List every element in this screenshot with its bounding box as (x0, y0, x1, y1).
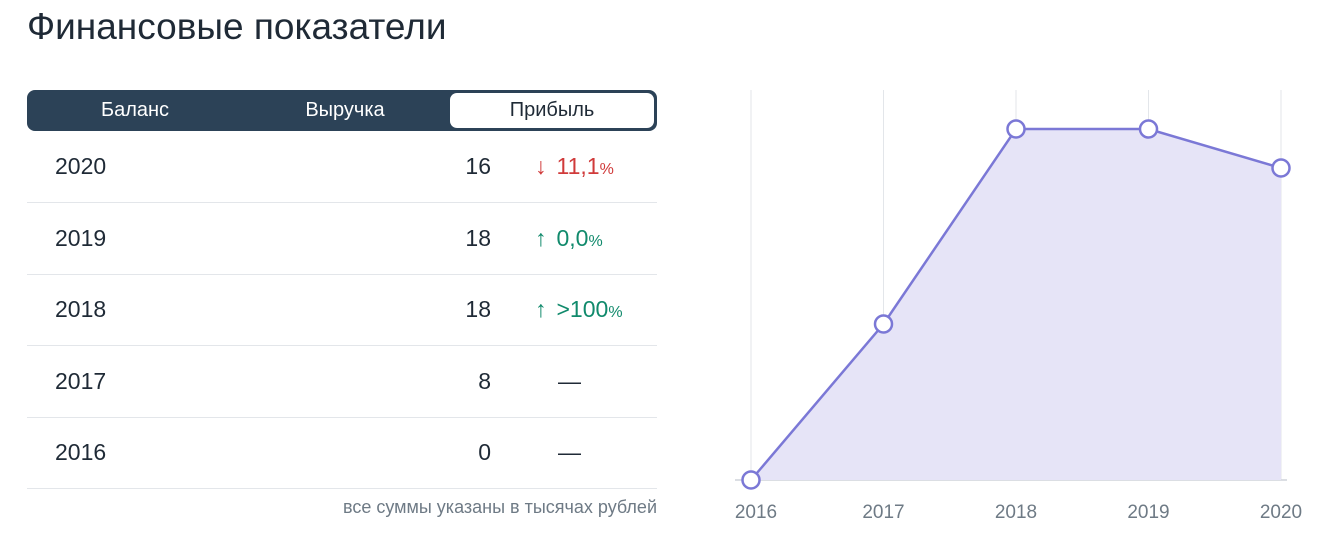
year: 2020 (55, 153, 107, 179)
change-unit: % (608, 304, 623, 321)
year: 2016 (55, 439, 107, 465)
change-unit: % (599, 161, 614, 178)
change: — (558, 439, 581, 465)
point (1138, 119, 1159, 139)
value: 16 (465, 153, 491, 179)
change-value: >100 (556, 296, 609, 322)
point (873, 314, 894, 334)
arrow-icon: ↓ (535, 153, 547, 179)
arrow-icon: ↑ (535, 296, 547, 322)
table-row: 2018 18 ↑ >100% (27, 274, 657, 346)
change-value: 11,1 (556, 153, 600, 179)
change: ↑ >100% (535, 274, 623, 348)
change: ↓ 11,1% (535, 131, 614, 205)
tab[interactable]: Баланс (100, 99, 170, 121)
table-row: 2016 0 — (27, 417, 657, 489)
value: 18 (465, 296, 491, 322)
point (741, 470, 761, 490)
point (1271, 158, 1291, 178)
x-tick-label: 2017 (862, 502, 904, 523)
value: 8 (478, 367, 491, 394)
area-fill (751, 129, 1281, 480)
x-tick-label: 2018 (995, 502, 1037, 523)
year: 2019 (55, 224, 107, 251)
page-title: Финансовые показатели (27, 6, 447, 47)
note: все суммы указаны в тысячах рублей (342, 497, 657, 517)
change: — (558, 367, 581, 394)
change-unit: % (588, 232, 603, 250)
x-tick-label: 2020 (1260, 502, 1302, 523)
point (1006, 119, 1026, 139)
tab-bar: Баланс Выручка Прибыль (27, 90, 657, 131)
tab[interactable]: Выручка (305, 99, 385, 121)
change-value: 0,0 (556, 224, 589, 251)
change: ↑ 0,0% (535, 203, 603, 277)
year: 2017 (55, 367, 107, 394)
value: 0 (478, 439, 491, 465)
x-tick-label: 2019 (1127, 502, 1169, 523)
x-tick-label: 2016 (735, 502, 777, 523)
tab[interactable]: Прибыль (450, 93, 654, 128)
table-row: 2020 16 ↓ 11,1% (27, 131, 657, 203)
table-row: 2019 18 ↑ 0,0% (27, 203, 657, 275)
table-row: 2017 8 — (27, 346, 657, 418)
value: 18 (465, 224, 491, 251)
year: 2018 (55, 296, 107, 322)
arrow-icon: ↑ (535, 224, 547, 251)
